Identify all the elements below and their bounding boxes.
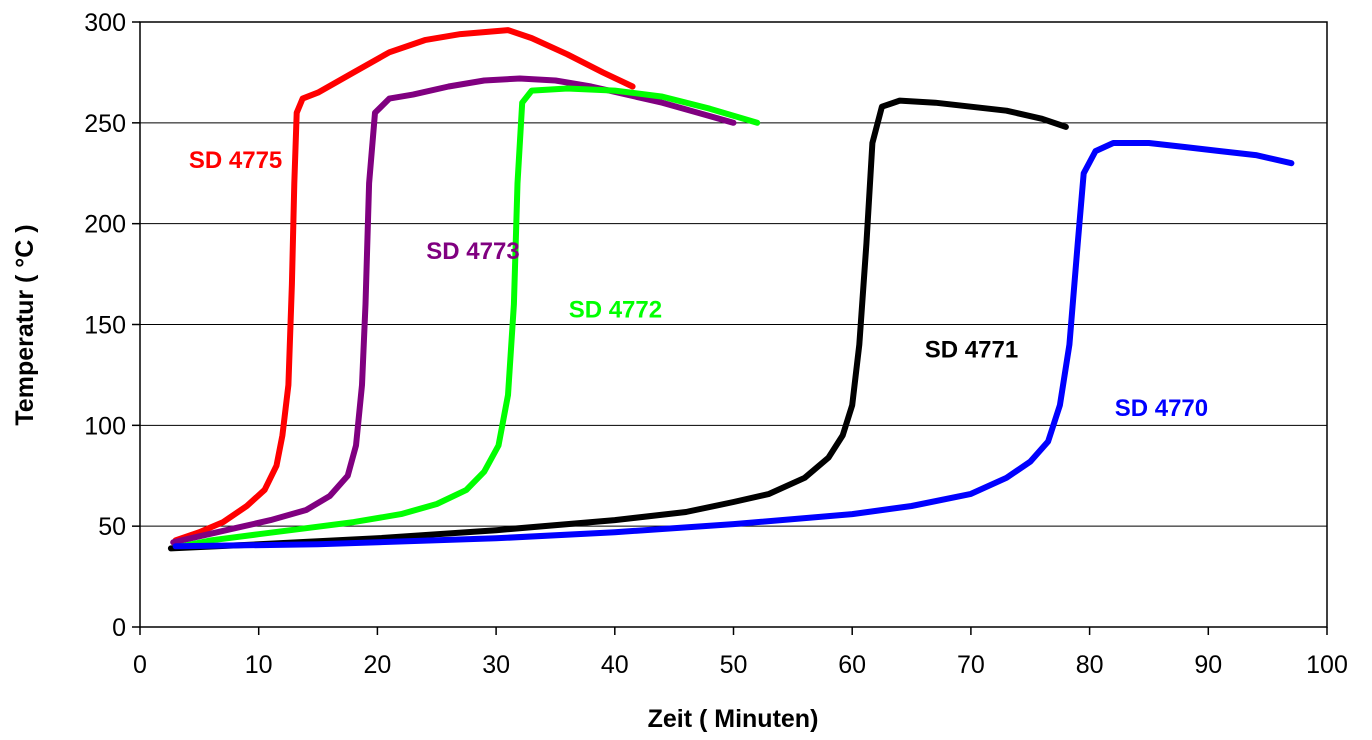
- x-tick-label-1: 10: [245, 651, 273, 679]
- series-line-sd-4771: [167, 97, 1069, 552]
- x-tick-label-3: 30: [482, 651, 510, 679]
- x-axis-ticks: 0 10 20 30 40 50 60 70 80 90 100: [133, 627, 1348, 679]
- y-tick-label-2: 100: [84, 412, 126, 440]
- series-line-sd-4770: [172, 140, 1295, 550]
- series-label-sd-4771: SD 4771: [925, 337, 1018, 364]
- series-line-sd-4775: [172, 27, 636, 544]
- series-label-sd-4773: SD 4773: [426, 238, 519, 265]
- x-tick-label-6: 60: [838, 651, 866, 679]
- gridlines: [140, 122, 1327, 527]
- x-tick-label-0: 0: [133, 651, 147, 679]
- y-tick-label-3: 150: [84, 312, 126, 340]
- x-tick-label-2: 20: [363, 651, 391, 679]
- series-label-sd-4770: SD 4770: [1115, 395, 1208, 422]
- series-layer: [167, 27, 1295, 552]
- y-tick-label-0: 0: [112, 614, 126, 642]
- y-axis-title: Temperatur ( °C ): [11, 224, 39, 425]
- series-line-sd-4772: [178, 85, 761, 550]
- y-tick-label-4: 200: [84, 211, 126, 239]
- x-tick-label-8: 80: [1076, 651, 1104, 679]
- x-tick-label-10: 100: [1306, 651, 1348, 679]
- x-tick-label-7: 70: [957, 651, 985, 679]
- x-axis-title: Zeit ( Minuten): [648, 705, 819, 733]
- series-labels: SD 4775 SD 4773 SD 4772 SD 4771 SD 4770: [189, 147, 1208, 422]
- x-tick-label-9: 90: [1194, 651, 1222, 679]
- series-label-sd-4772: SD 4772: [569, 296, 662, 323]
- y-axis-ticks: 0 50 100 150 200 250 300: [84, 9, 140, 642]
- y-tick-label-1: 50: [98, 513, 126, 541]
- x-tick-label-4: 40: [601, 651, 629, 679]
- series-label-sd-4775: SD 4775: [189, 147, 282, 174]
- y-tick-label-6: 300: [84, 9, 126, 37]
- y-tick-label-5: 250: [84, 110, 126, 138]
- x-tick-label-5: 50: [720, 651, 748, 679]
